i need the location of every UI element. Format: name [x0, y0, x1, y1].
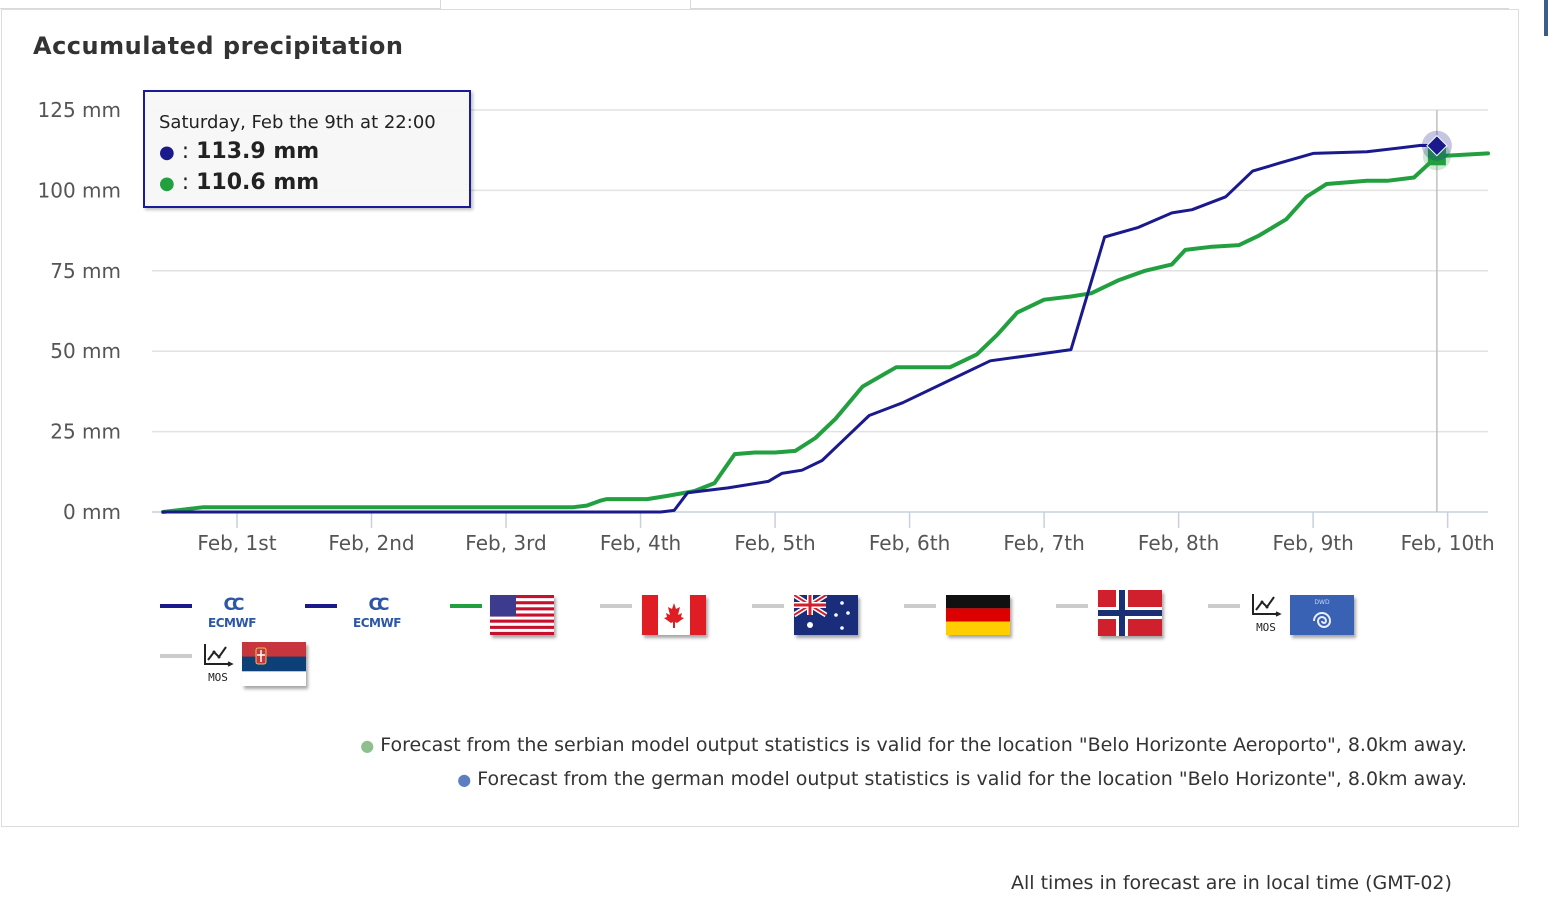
- legend-item-mos-dwd[interactable]: MOS DWD: [1208, 592, 1358, 652]
- ecmwf-text: ECMWF: [208, 616, 256, 630]
- hover-markers: [1421, 130, 1452, 171]
- legend-item-usa[interactable]: [450, 592, 560, 652]
- note-text: Forecast from the german model output st…: [477, 768, 1467, 790]
- y-tick-label: 50 mm: [50, 339, 121, 363]
- dwd-logo-icon: DWD: [1290, 595, 1354, 635]
- tooltip-date: Saturday, Feb the 9th at 22:00: [159, 112, 436, 133]
- y-axis-labels: 0 mm 25 mm 50 mm 75 mm 100 mm 125 mm: [38, 98, 122, 524]
- legend-line: [160, 654, 192, 658]
- legend-line: [1056, 604, 1088, 608]
- note-serbian-mos: ● Forecast from the serbian model output…: [360, 734, 1467, 756]
- legend-line: [752, 604, 784, 608]
- germany-flag-icon: [946, 595, 1010, 635]
- legend-item-ecmwf-2[interactable]: CC ECMWF: [305, 592, 415, 652]
- usa-flag-icon: [490, 595, 554, 635]
- tooltip-bullet-1: ●: [159, 142, 175, 163]
- tooltip-row-1: ● : 113.9 mm: [159, 137, 469, 168]
- y-tick-label: 100 mm: [38, 178, 122, 202]
- ecmwf-logo-icon: CC ECMWF: [208, 596, 256, 636]
- legend-line: [1208, 604, 1240, 608]
- tooltip-unit-2: mm: [265, 170, 320, 195]
- legend-item-canada[interactable]: [600, 592, 710, 652]
- x-tick-label: Feb, 3rd: [465, 531, 546, 555]
- legend-line: [904, 604, 936, 608]
- x-tick-label: Feb, 8th: [1138, 531, 1219, 555]
- series-line-1: [161, 143, 1439, 514]
- note-bullet-icon: ●: [457, 770, 472, 789]
- x-tick-label: Feb, 7th: [1003, 531, 1084, 555]
- series-line-2: [161, 151, 1490, 514]
- note-german-mos: ● Forecast from the german model output …: [457, 768, 1467, 790]
- ecmwf-mark: CC: [368, 595, 390, 615]
- y-tick-label: 75 mm: [50, 259, 121, 283]
- x-tick-label: Feb, 6th: [869, 531, 950, 555]
- tooltip-sep-1: :: [174, 139, 197, 164]
- tab-right[interactable]: [690, 0, 1509, 9]
- note-bullet-icon: ●: [360, 736, 375, 755]
- legend-item-germany[interactable]: [904, 592, 1014, 652]
- tooltip-value-1: 113.9: [196, 139, 266, 164]
- legend-line: [160, 604, 192, 608]
- ecmwf-mark: CC: [223, 595, 245, 615]
- legend-item-mos-serbia[interactable]: MOS: [160, 640, 310, 700]
- timezone-footer: All times in forecast are in local time …: [1011, 872, 1452, 894]
- legend-line: [600, 604, 632, 608]
- legend-line: [450, 604, 482, 608]
- tooltip-sep-2: :: [174, 170, 197, 195]
- australia-flag-icon: [794, 595, 858, 635]
- ecmwf-text: ECMWF: [353, 616, 401, 630]
- tab-left[interactable]: [0, 0, 441, 9]
- legend-item-ecmwf-1[interactable]: CC ECMWF: [160, 592, 270, 652]
- x-tick-label: Feb, 2nd: [328, 531, 414, 555]
- legend-item-australia[interactable]: [752, 592, 862, 652]
- series-lines: [161, 143, 1490, 514]
- x-tick-label: Feb, 9th: [1272, 531, 1353, 555]
- ecmwf-logo-icon: CC ECMWF: [353, 596, 401, 636]
- chart-tooltip: Saturday, Feb the 9th at 22:00 ● : 113.9…: [143, 90, 471, 208]
- x-axis-labels: Feb, 1st Feb, 2nd Feb, 3rd Feb, 4th Feb, 5th…: [197, 531, 1494, 555]
- tab-strip: [0, 0, 1510, 10]
- tooltip-bullet-2: ●: [159, 173, 175, 194]
- y-tick-label: 125 mm: [38, 98, 122, 122]
- tooltip-row-2: ● : 110.6 mm: [159, 168, 469, 199]
- x-tick-label: Feb, 1st: [197, 531, 276, 555]
- legend-line: [305, 604, 337, 608]
- mos-chart-icon: MOS: [200, 642, 236, 688]
- y-tick-label: 0 mm: [63, 500, 121, 524]
- norway-flag-icon: [1098, 590, 1162, 636]
- note-text: Forecast from the serbian model output s…: [380, 734, 1467, 756]
- mos-chart-icon: MOS: [1248, 592, 1284, 638]
- x-tick-label: Feb, 4th: [600, 531, 681, 555]
- tooltip-value-2: 110.6: [196, 170, 266, 195]
- tooltip-unit-1: mm: [265, 139, 320, 164]
- dwd-logo-text: DWD: [1314, 599, 1330, 606]
- serbia-flag-icon: [242, 642, 306, 686]
- canada-flag-icon: [642, 595, 706, 635]
- mos-text: MOS: [1256, 621, 1276, 634]
- x-tick-label: Feb, 10th: [1401, 531, 1495, 555]
- page-edge-bar: [1544, 0, 1548, 36]
- chart-title: Accumulated precipitation: [33, 32, 404, 60]
- hover-marker-blue: [1426, 134, 1448, 157]
- y-tick-label: 25 mm: [50, 420, 121, 444]
- mos-text: MOS: [208, 671, 228, 684]
- x-tick-label: Feb, 5th: [734, 531, 815, 555]
- legend-item-norway[interactable]: [1056, 590, 1166, 650]
